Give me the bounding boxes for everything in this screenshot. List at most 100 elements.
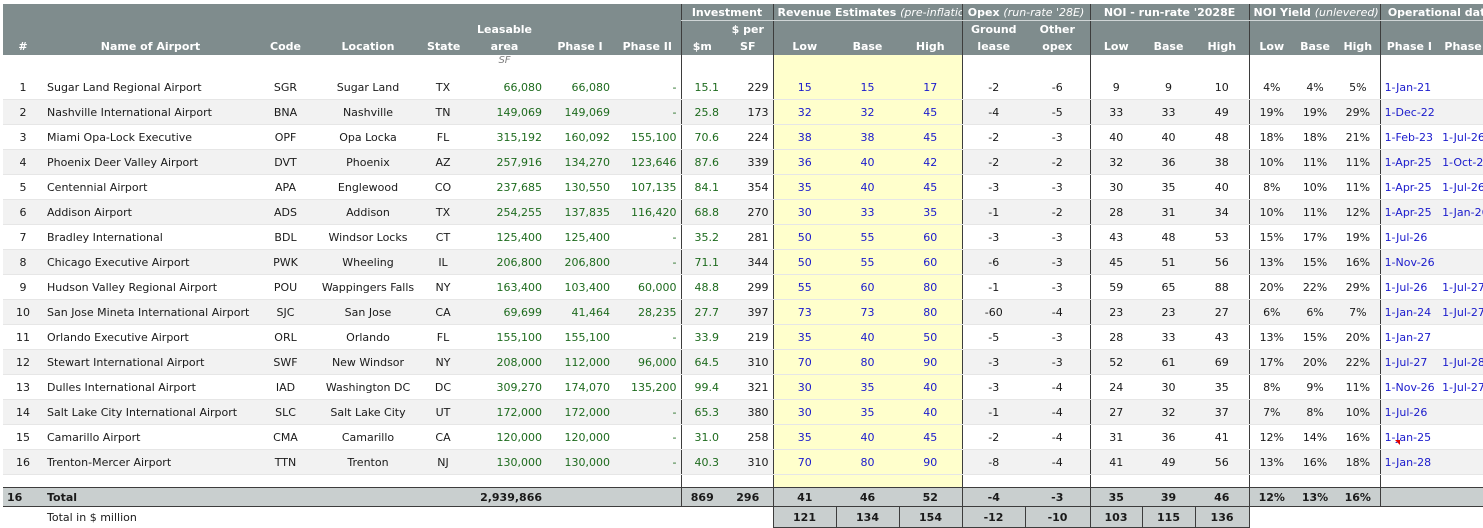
- cell-name[interactable]: Salt Lake City International Airport: [43, 399, 258, 425]
- cell-im[interactable]: 31.0: [680, 424, 723, 450]
- cell-st[interactable]: DC: [423, 374, 463, 400]
- cell-code[interactable]: CMA: [258, 424, 313, 450]
- cell-code[interactable]: SGR: [258, 75, 313, 100]
- cell-rb[interactable]: 40: [836, 174, 899, 200]
- cell-p1[interactable]: 160,092: [546, 124, 614, 150]
- cell-gl[interactable]: -1: [961, 399, 1026, 425]
- total-label[interactable]: Total: [43, 487, 258, 507]
- cell-nh[interactable]: 41: [1195, 424, 1250, 450]
- cell-d1[interactable]: 1-Jul-26: [1379, 224, 1439, 250]
- cell-st[interactable]: AZ: [423, 149, 463, 175]
- cell-st[interactable]: TX: [423, 75, 463, 100]
- cell-oo[interactable]: -2: [1025, 199, 1091, 225]
- cell-n[interactable]: 7: [3, 224, 43, 250]
- total-area[interactable]: 2,939,866: [463, 487, 546, 507]
- cell-yh[interactable]: 11%: [1336, 174, 1381, 200]
- cell-yb[interactable]: 19%: [1294, 99, 1337, 125]
- cell-gl[interactable]: -3: [961, 349, 1026, 375]
- cell-yl[interactable]: 13%: [1248, 249, 1295, 275]
- cell-rb[interactable]: 60: [836, 274, 899, 300]
- cell-yh[interactable]: 16%: [1336, 249, 1381, 275]
- cell-nb[interactable]: 31: [1142, 199, 1196, 225]
- cell-nl[interactable]: 41: [1089, 449, 1143, 475]
- total-yb[interactable]: 13%: [1294, 487, 1337, 507]
- cell-nh[interactable]: 48: [1195, 124, 1250, 150]
- cell-n[interactable]: 15: [3, 424, 43, 450]
- cell-code[interactable]: DVT: [258, 149, 313, 175]
- cell-yl[interactable]: 20%: [1248, 274, 1295, 300]
- cell-p2[interactable]: 155,100: [614, 124, 681, 150]
- cell-yh[interactable]: 18%: [1336, 449, 1381, 475]
- cell-loc[interactable]: Wappingers Falls: [313, 274, 423, 300]
- cell-im[interactable]: 25.8: [680, 99, 723, 125]
- cell-loc[interactable]: Sugar Land: [313, 75, 423, 100]
- cell-p2[interactable]: -: [614, 75, 681, 100]
- cell-name[interactable]: Camarillo Airport: [43, 424, 258, 450]
- cell-yl[interactable]: 8%: [1248, 374, 1295, 400]
- cell-n[interactable]: 10: [3, 299, 43, 325]
- cell-yh[interactable]: 5%: [1336, 75, 1381, 100]
- cell-rh[interactable]: 35: [899, 199, 963, 225]
- cell-nb[interactable]: 33: [1142, 99, 1196, 125]
- cell-n[interactable]: 2: [3, 99, 43, 125]
- cell-d2[interactable]: [1438, 449, 1483, 475]
- cell-yh[interactable]: 21%: [1336, 124, 1381, 150]
- cell-isf[interactable]: 380: [723, 399, 773, 425]
- cell-nb[interactable]: 32: [1142, 399, 1196, 425]
- cell-name[interactable]: San Jose Mineta International Airport: [43, 299, 258, 325]
- cell-yl[interactable]: 17%: [1248, 349, 1295, 375]
- cell-area[interactable]: 172,000: [463, 399, 546, 425]
- cell-nb[interactable]: 65: [1142, 274, 1196, 300]
- cell-gl[interactable]: -1: [961, 274, 1026, 300]
- cell-nb[interactable]: 33: [1142, 324, 1196, 350]
- cell-rh[interactable]: 60: [899, 224, 963, 250]
- cell-d2[interactable]: [1438, 424, 1483, 450]
- cell-d2[interactable]: [1438, 224, 1483, 250]
- cell-gl[interactable]: -6: [961, 249, 1026, 275]
- cell-code[interactable]: SWF: [258, 349, 313, 375]
- cell-code[interactable]: APA: [258, 174, 313, 200]
- cell-rl[interactable]: 30: [772, 199, 836, 225]
- cell-oo[interactable]: -3: [1025, 274, 1091, 300]
- cell-rb[interactable]: 35: [836, 399, 899, 425]
- total-isf[interactable]: 296: [723, 487, 773, 507]
- cell-yl[interactable]: 10%: [1248, 149, 1295, 175]
- sum-nb[interactable]: 115: [1141, 506, 1196, 528]
- cell-nl[interactable]: 32: [1089, 149, 1143, 175]
- cell-rb[interactable]: 73: [836, 299, 899, 325]
- cell-rh[interactable]: 60: [899, 249, 963, 275]
- cell-rl[interactable]: 35: [772, 174, 836, 200]
- cell-nh[interactable]: 34: [1195, 199, 1250, 225]
- cell-area[interactable]: 149,069: [463, 99, 546, 125]
- cell-name[interactable]: Dulles International Airport: [43, 374, 258, 400]
- cell-nb[interactable]: 51: [1142, 249, 1196, 275]
- cell-rh[interactable]: 40: [899, 374, 963, 400]
- cell-isf[interactable]: 229: [723, 75, 773, 100]
- cell-nl[interactable]: 43: [1089, 224, 1143, 250]
- sum-nh[interactable]: 136: [1194, 506, 1250, 528]
- cell-nb[interactable]: 40: [1142, 124, 1196, 150]
- cell-gl[interactable]: -3: [961, 174, 1026, 200]
- cell-code[interactable]: TTN: [258, 449, 313, 475]
- cell-rl[interactable]: 38: [772, 124, 836, 150]
- cell-p1[interactable]: 112,000: [546, 349, 614, 375]
- cell-nb[interactable]: 36: [1142, 149, 1196, 175]
- total-nb[interactable]: 39: [1142, 487, 1196, 507]
- cell-st[interactable]: FL: [423, 324, 463, 350]
- cell-oo[interactable]: -4: [1025, 424, 1091, 450]
- cell-rh[interactable]: 42: [899, 149, 963, 175]
- cell-d2[interactable]: [1438, 324, 1483, 350]
- cell-area[interactable]: 130,000: [463, 449, 546, 475]
- cell-yh[interactable]: 29%: [1336, 274, 1381, 300]
- cell-d1[interactable]: 1-Apr-25: [1379, 149, 1439, 175]
- cell-p2[interactable]: -: [614, 224, 681, 250]
- cell-n[interactable]: 1: [3, 75, 43, 100]
- cell-p2[interactable]: 123,646: [614, 149, 681, 175]
- cell-d2[interactable]: 1-Jul-27: [1438, 274, 1483, 300]
- cell-yl[interactable]: 13%: [1248, 324, 1295, 350]
- cell-rb[interactable]: 40: [836, 149, 899, 175]
- cell-nb[interactable]: 30: [1142, 374, 1196, 400]
- cell-nl[interactable]: 23: [1089, 299, 1143, 325]
- cell-n[interactable]: 14: [3, 399, 43, 425]
- cell-yh[interactable]: 16%: [1336, 424, 1381, 450]
